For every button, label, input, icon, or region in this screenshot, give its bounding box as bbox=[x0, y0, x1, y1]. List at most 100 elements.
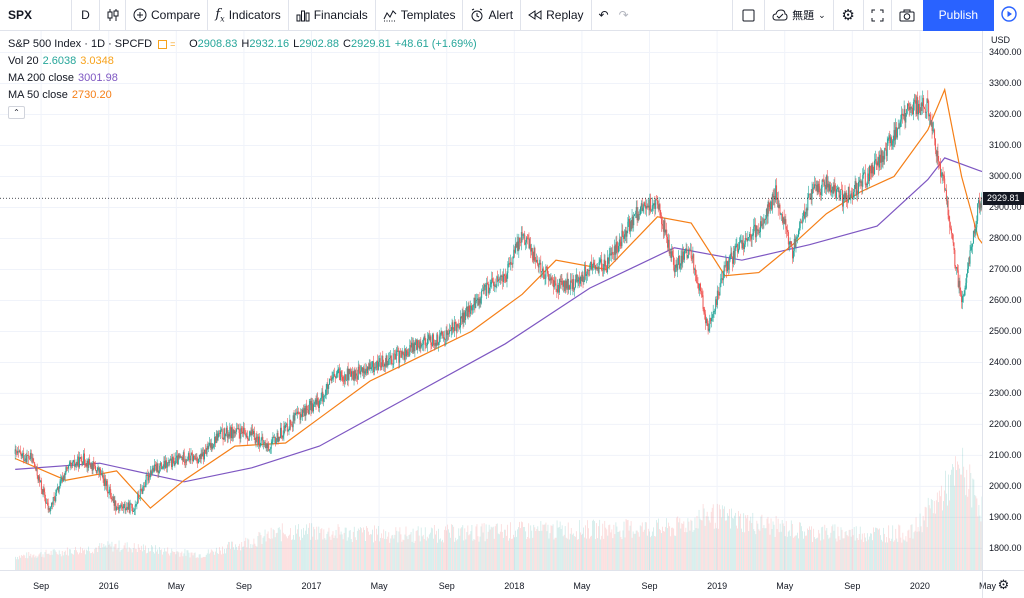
candle-body bbox=[278, 437, 280, 442]
candle-body bbox=[129, 503, 131, 513]
volume-bar bbox=[926, 527, 928, 570]
candle-body bbox=[695, 274, 697, 282]
chart-type-button[interactable] bbox=[100, 0, 126, 31]
legend-high: 2932.16 bbox=[249, 38, 290, 50]
candle-body bbox=[770, 201, 772, 210]
candle-body bbox=[639, 214, 641, 215]
layout-save-button[interactable]: 無題 ⌄ bbox=[764, 0, 833, 31]
volume-bar bbox=[122, 548, 124, 570]
candle-body bbox=[505, 281, 507, 282]
volume-bar bbox=[158, 553, 159, 570]
volume-bar bbox=[77, 552, 78, 570]
volume-bar bbox=[556, 520, 558, 570]
legend-collapse-button[interactable]: ⌃ bbox=[8, 106, 25, 119]
volume-bar bbox=[345, 527, 347, 570]
candle-body bbox=[193, 455, 195, 457]
candle-body bbox=[406, 350, 408, 352]
volume-bar bbox=[478, 541, 480, 570]
volume-bar bbox=[608, 525, 610, 570]
candle-body bbox=[822, 180, 824, 182]
chart-pane[interactable] bbox=[0, 31, 982, 570]
price-tick-label: 3000.00 bbox=[989, 171, 1022, 182]
volume-bar bbox=[839, 539, 841, 570]
candle-body bbox=[700, 291, 702, 293]
chart-settings-button[interactable]: ⚙ bbox=[832, 0, 863, 31]
snapshot-button[interactable] bbox=[890, 0, 923, 31]
scale-settings-button[interactable]: ⚙ bbox=[982, 570, 1024, 598]
candle-body bbox=[274, 437, 276, 438]
interval-button[interactable]: D bbox=[72, 0, 100, 31]
candle-body bbox=[55, 492, 57, 502]
legend-indicator-ma200[interactable]: MA 200 close 3001.98 bbox=[8, 70, 477, 87]
candle-body bbox=[843, 193, 845, 200]
candle-body bbox=[377, 360, 379, 370]
volume-bar bbox=[332, 531, 334, 570]
compare-button[interactable]: Compare bbox=[126, 0, 209, 31]
volume-bar bbox=[240, 550, 242, 570]
candle-body bbox=[924, 108, 926, 113]
candle-body bbox=[310, 401, 312, 411]
volume-bar bbox=[387, 536, 389, 570]
candle-body bbox=[306, 405, 308, 410]
candle-body bbox=[416, 340, 418, 350]
volume-bar bbox=[911, 524, 913, 570]
volume-bar bbox=[129, 548, 131, 570]
volume-bar bbox=[312, 536, 314, 570]
price-scale[interactable]: USD 3400.00 3300.00 3200.00 3100.00 3000.00 2… bbox=[982, 31, 1024, 570]
play-button[interactable] bbox=[994, 0, 1024, 31]
fullscreen-button[interactable] bbox=[862, 0, 891, 31]
indicators-button[interactable]: fx Indicators bbox=[208, 0, 289, 31]
candle-body bbox=[565, 280, 567, 289]
volume-bar bbox=[715, 528, 717, 570]
candle-body bbox=[564, 280, 566, 291]
top-toolbar: SPX D Compare fx Indicators Financials T… bbox=[0, 0, 1024, 31]
volume-bar bbox=[593, 519, 594, 570]
candle-body bbox=[861, 181, 863, 187]
alert-button[interactable]: Alert bbox=[463, 0, 522, 31]
legend-indicator-ma50[interactable]: MA 50 close 2730.20 bbox=[8, 87, 477, 104]
fullscreen-toggle-button[interactable] bbox=[732, 0, 764, 31]
volume-bar bbox=[644, 522, 646, 570]
candle-body bbox=[128, 502, 130, 513]
volume-bar bbox=[355, 540, 357, 570]
templates-button[interactable]: Templates bbox=[376, 0, 464, 31]
volume-bar bbox=[681, 523, 683, 570]
time-tick-label: 2017 bbox=[301, 581, 322, 591]
candle-body bbox=[48, 508, 50, 510]
volume-bar bbox=[849, 529, 851, 570]
candle-body bbox=[647, 205, 649, 208]
time-scale[interactable]: Sep 2016 May Sep 2017 May Sep 2018 May Sep 2019 May… bbox=[0, 570, 996, 598]
volume-bar bbox=[972, 478, 974, 570]
volume-bar bbox=[717, 528, 719, 570]
volume-bar bbox=[716, 503, 718, 570]
volume-bar bbox=[650, 535, 652, 570]
candle-body bbox=[659, 204, 661, 215]
candle-body bbox=[465, 306, 467, 311]
legend-indicator-vol[interactable]: Vol 20 2.6038 3.0348 bbox=[8, 53, 477, 70]
volume-bar bbox=[514, 537, 515, 570]
volume-bar bbox=[220, 550, 221, 570]
volume-bar bbox=[467, 525, 469, 570]
volume-bar bbox=[208, 553, 210, 570]
candle-body bbox=[434, 342, 436, 346]
replay-button[interactable]: Replay bbox=[521, 0, 592, 31]
candle-body bbox=[363, 367, 365, 374]
candle-body bbox=[776, 185, 778, 200]
candle-body bbox=[231, 427, 233, 439]
candle-body bbox=[502, 275, 504, 283]
undo-icon[interactable]: ↶ bbox=[598, 8, 609, 22]
candle-body bbox=[890, 137, 892, 146]
volume-bar bbox=[805, 535, 806, 570]
publish-button[interactable]: Publish bbox=[922, 0, 994, 31]
volume-bar bbox=[391, 535, 393, 570]
volume-bar bbox=[342, 539, 344, 570]
candle-body bbox=[709, 318, 711, 329]
financials-button[interactable]: Financials bbox=[289, 0, 376, 31]
candle-body bbox=[573, 279, 575, 291]
candle-body bbox=[392, 364, 394, 365]
redo-icon[interactable]: ↷ bbox=[618, 8, 629, 22]
candle-body bbox=[541, 271, 543, 273]
symbol-search-button[interactable]: SPX bbox=[0, 0, 72, 31]
candle-body bbox=[202, 452, 204, 457]
volume-bar bbox=[327, 531, 329, 570]
